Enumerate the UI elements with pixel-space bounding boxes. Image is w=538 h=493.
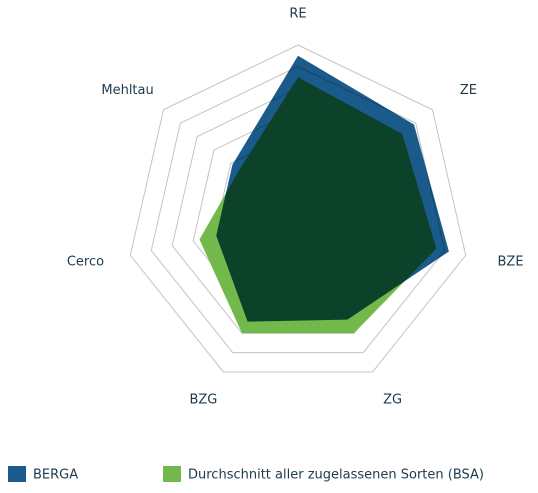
- legend-label: BERGA: [33, 468, 78, 483]
- axis-label: BZG: [189, 392, 217, 407]
- legend-swatch: [163, 466, 181, 482]
- axis-label: Cerco: [67, 255, 104, 270]
- axis-label: Mehltau: [101, 83, 153, 98]
- axis-label: ZE: [460, 83, 477, 98]
- grid-ring: [150, 65, 446, 354]
- axis-label: RE: [289, 7, 306, 22]
- legend-swatch: [8, 466, 26, 482]
- legend-label: Durchschnitt aller zugelassenen Sorten (…: [188, 468, 484, 483]
- axis-label: BZE: [498, 255, 524, 270]
- grid-ring: [129, 44, 467, 373]
- axis-label: ZG: [383, 392, 402, 407]
- series-area: [216, 55, 449, 322]
